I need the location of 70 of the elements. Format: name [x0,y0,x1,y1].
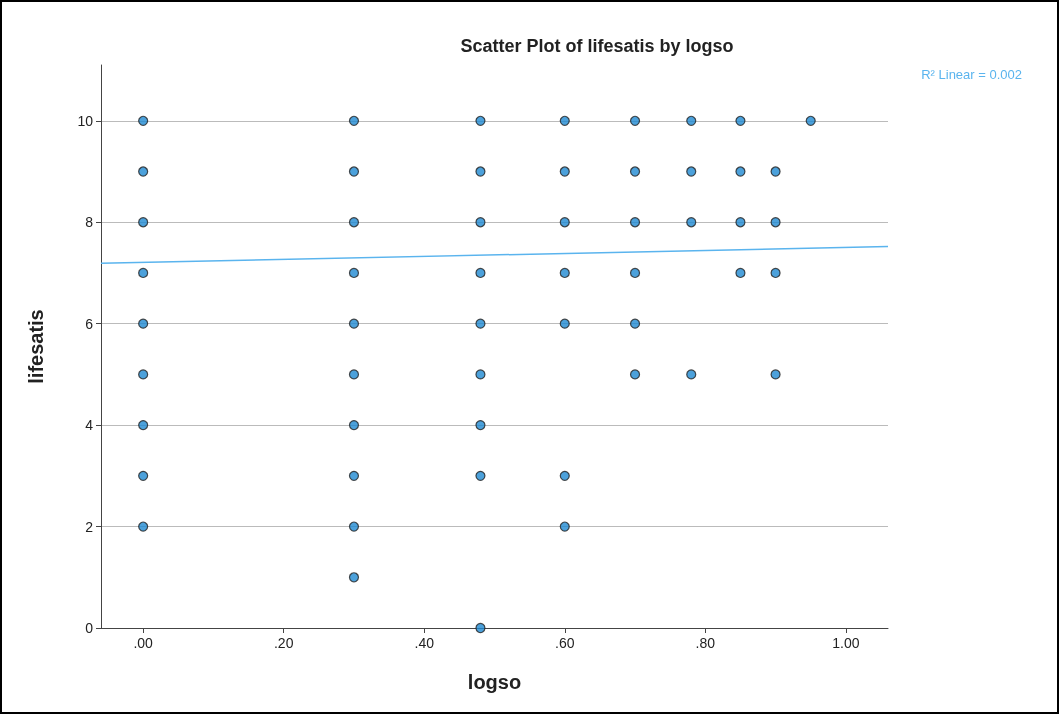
point [475,115,486,126]
x-tick-label: .80 [695,635,716,651]
point [138,318,149,329]
point [559,166,570,177]
point [735,267,746,279]
point [805,115,816,126]
x-tick-label: .20 [273,635,294,651]
x-tick-label: 1.00 [832,635,860,651]
point [686,166,697,177]
x-tick-label: .40 [414,635,435,651]
point [348,369,360,380]
point [138,267,149,279]
point [138,470,149,481]
point [735,115,746,126]
point [348,318,360,329]
y-tick-label: 10 [77,112,94,129]
point [138,369,149,380]
point [770,217,781,228]
point [735,166,746,177]
point [475,420,486,431]
point [475,318,486,329]
point [138,217,149,228]
point [348,420,360,431]
point [475,166,486,177]
y-tick-label: 6 [85,315,94,332]
point [348,166,360,177]
point [475,622,486,634]
point [686,369,697,380]
x-tick-label: .60 [555,635,575,651]
point [686,115,697,126]
point [686,217,697,228]
y-tick-label: 0 [85,620,94,636]
point [475,369,486,380]
point [559,267,570,279]
y-tick-label: 2 [85,518,94,535]
point [770,267,781,279]
point [348,217,360,228]
chart-title: Scatter Plot of lifesatis by logso [460,36,734,56]
point [138,115,149,126]
point [559,217,570,228]
point [559,470,570,481]
point [138,420,149,431]
x-tick-label: .00 [133,635,154,651]
y-tick-label: 8 [85,214,94,231]
point [559,115,570,126]
point [348,572,360,583]
point [629,369,641,380]
point [475,217,486,228]
point [348,267,360,279]
point [770,369,781,380]
point [475,267,486,279]
y-tick-label: 4 [85,417,94,434]
point [629,115,641,126]
point [475,470,486,481]
point [770,166,781,177]
point [629,318,641,329]
point [348,115,360,126]
point [629,217,641,228]
point [138,166,149,177]
point [348,521,360,532]
text: R² Linear = 0.002 [921,67,1023,82]
point [348,470,360,481]
point [559,318,570,329]
point [138,521,149,532]
y-axis-title: lifesatis [25,309,47,384]
point [629,267,641,279]
x-axis-title: logso [467,671,522,693]
point [735,217,746,228]
point [629,166,641,177]
point [559,521,570,532]
